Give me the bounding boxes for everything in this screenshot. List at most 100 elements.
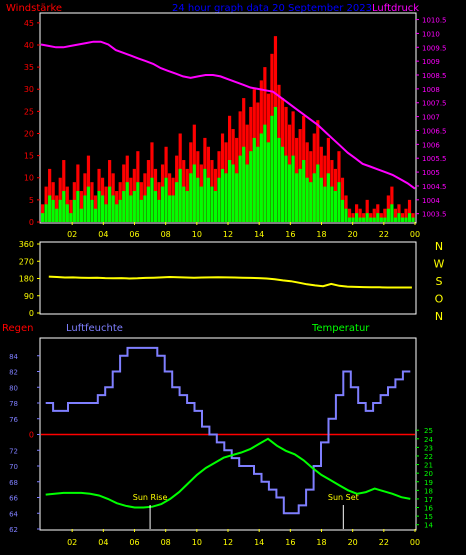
humidity-x-tick-label: 16 (285, 538, 295, 547)
wind-avg-bar (235, 173, 239, 222)
wind-avg-bar (344, 208, 348, 222)
temperature-y-tick-label: 23 (424, 444, 433, 452)
humidity-x-tick-label: 14 (254, 538, 264, 547)
wind-avg-bar (326, 173, 330, 222)
wind-avg-bar (136, 182, 140, 222)
wind-x-tick-label: 22 (379, 230, 389, 239)
direction-y-tick-label: 180 (19, 275, 34, 284)
wind-avg-bar (309, 182, 313, 222)
humidity-x-tick-label: 10 (192, 538, 202, 547)
humidity-y-tick-label: 76 (9, 416, 18, 424)
compass-letter: O (435, 293, 444, 306)
wind-avg-bar (298, 168, 302, 222)
wind-avg-bar (280, 146, 285, 222)
wind-avg-bar (333, 191, 338, 222)
wind-x-tick-label: 14 (254, 230, 264, 239)
wind-avg-bar (115, 204, 119, 222)
temperature-y-tick-label: 17 (424, 496, 433, 504)
pressure-y-tick-label: 1010.5 (422, 17, 447, 25)
direction-y-tick-label: 0 (29, 309, 34, 318)
humidity-x-tick-label: 02 (67, 538, 77, 547)
wind-avg-bar (224, 173, 228, 222)
wind-avg-bar (365, 213, 369, 222)
wind-avg-bar (48, 195, 52, 222)
wind-avg-bar (291, 155, 295, 222)
wind-y-tick-label: 30 (24, 85, 34, 94)
wind-avg-bar (178, 168, 182, 222)
compass-letter: N (435, 310, 443, 323)
wind-x-tick-label: 00 (410, 230, 420, 239)
wind-x-tick-label: 16 (285, 230, 295, 239)
wind-avg-bar (125, 182, 129, 222)
wind-avg-bar (196, 177, 200, 222)
temperature-y-tick-label: 19 (424, 479, 433, 487)
humidity-y-tick-label: 80 (9, 384, 18, 392)
wind-avg-bar (69, 213, 73, 222)
sunset-label: Sun Set (328, 493, 359, 502)
wind-avg-bar (259, 133, 263, 222)
wind-avg-bar (111, 195, 115, 222)
wind-avg-bar (351, 217, 355, 222)
wind-avg-bar (203, 168, 207, 222)
wind-series-layer (41, 36, 415, 222)
wind-avg-bar (390, 204, 394, 222)
humidity-y-tick-label: 70 (9, 463, 18, 471)
wind-avg-bar (100, 195, 105, 222)
wind-avg-bar (263, 124, 267, 222)
wind-avg-bar (51, 199, 55, 222)
wind-avg-bar (242, 146, 246, 222)
wind-gust-bar (365, 199, 369, 222)
wind-avg-bar (266, 142, 270, 222)
wind-avg-bar (146, 186, 151, 222)
wind-avg-bar (372, 217, 376, 222)
temperature-y-tick-label: 20 (424, 470, 433, 478)
wind-avg-bar (58, 199, 62, 222)
wind-avg-bar (83, 195, 87, 222)
wind-x-tick-label: 10 (192, 230, 202, 239)
wind-y-tick-label: 5 (29, 196, 34, 205)
pressure-y-tick-label: 1008 (422, 86, 440, 94)
wind-x-tick-label: 18 (316, 230, 326, 239)
pressure-series-layer (40, 40, 416, 190)
pressure-y-tick-label: 1003.5 (422, 211, 447, 219)
wind-avg-bar (55, 208, 59, 222)
wind-y-tick-label: 45 (24, 19, 34, 28)
rain-axis-label: 0 (29, 431, 34, 440)
wind-avg-bar (295, 173, 299, 222)
direction-y-tick-label: 90 (24, 292, 34, 301)
wind-gust-bar (372, 208, 376, 222)
wind-y-tick-label: 0 (29, 218, 34, 227)
rain-label: Regen (2, 323, 34, 334)
pressure-line (40, 40, 416, 190)
wind-avg-bar (192, 164, 196, 222)
pressure-y-tick-label: 1007 (422, 114, 440, 122)
humidity-x-tick-label: 08 (161, 538, 171, 547)
wind-avg-bar (213, 191, 218, 222)
humidity-y-tick-label: 72 (9, 447, 18, 455)
temperature-y-tick-label: 25 (424, 427, 433, 435)
wind-avg-bar (90, 199, 94, 222)
pressure-y-tick-label: 1005.5 (422, 155, 447, 163)
wind-avg-bar (86, 186, 91, 222)
pressure-y-tick-label: 1009 (422, 58, 440, 66)
wind-avg-bar (252, 137, 256, 222)
wind-avg-bar (302, 160, 306, 222)
wind-y-tick-label: 10 (24, 174, 34, 183)
wind-avg-bar (256, 146, 260, 222)
wind-y-tick-label: 20 (24, 129, 34, 138)
wind-y-tick-label: 40 (24, 41, 34, 50)
humidity-y-tick-label: 66 (9, 495, 18, 503)
axes-layer: 0510152025303540451003.510041004.5100510… (9, 17, 446, 547)
wind-x-tick-label: 02 (67, 230, 77, 239)
wind-avg-bar (312, 173, 316, 222)
compass-letter: S (436, 275, 443, 288)
pressure-y-tick-label: 1006 (422, 141, 440, 149)
wind-avg-bar (185, 191, 189, 222)
pressure-y-tick-label: 1004 (422, 197, 440, 205)
wind-avg-bar (330, 186, 334, 222)
wind-gust-bar (79, 191, 83, 222)
wind-gust-bar (62, 160, 66, 222)
wind-avg-bar (362, 217, 366, 222)
wind-avg-bar (62, 191, 66, 222)
wind-gust-bar (48, 168, 52, 222)
